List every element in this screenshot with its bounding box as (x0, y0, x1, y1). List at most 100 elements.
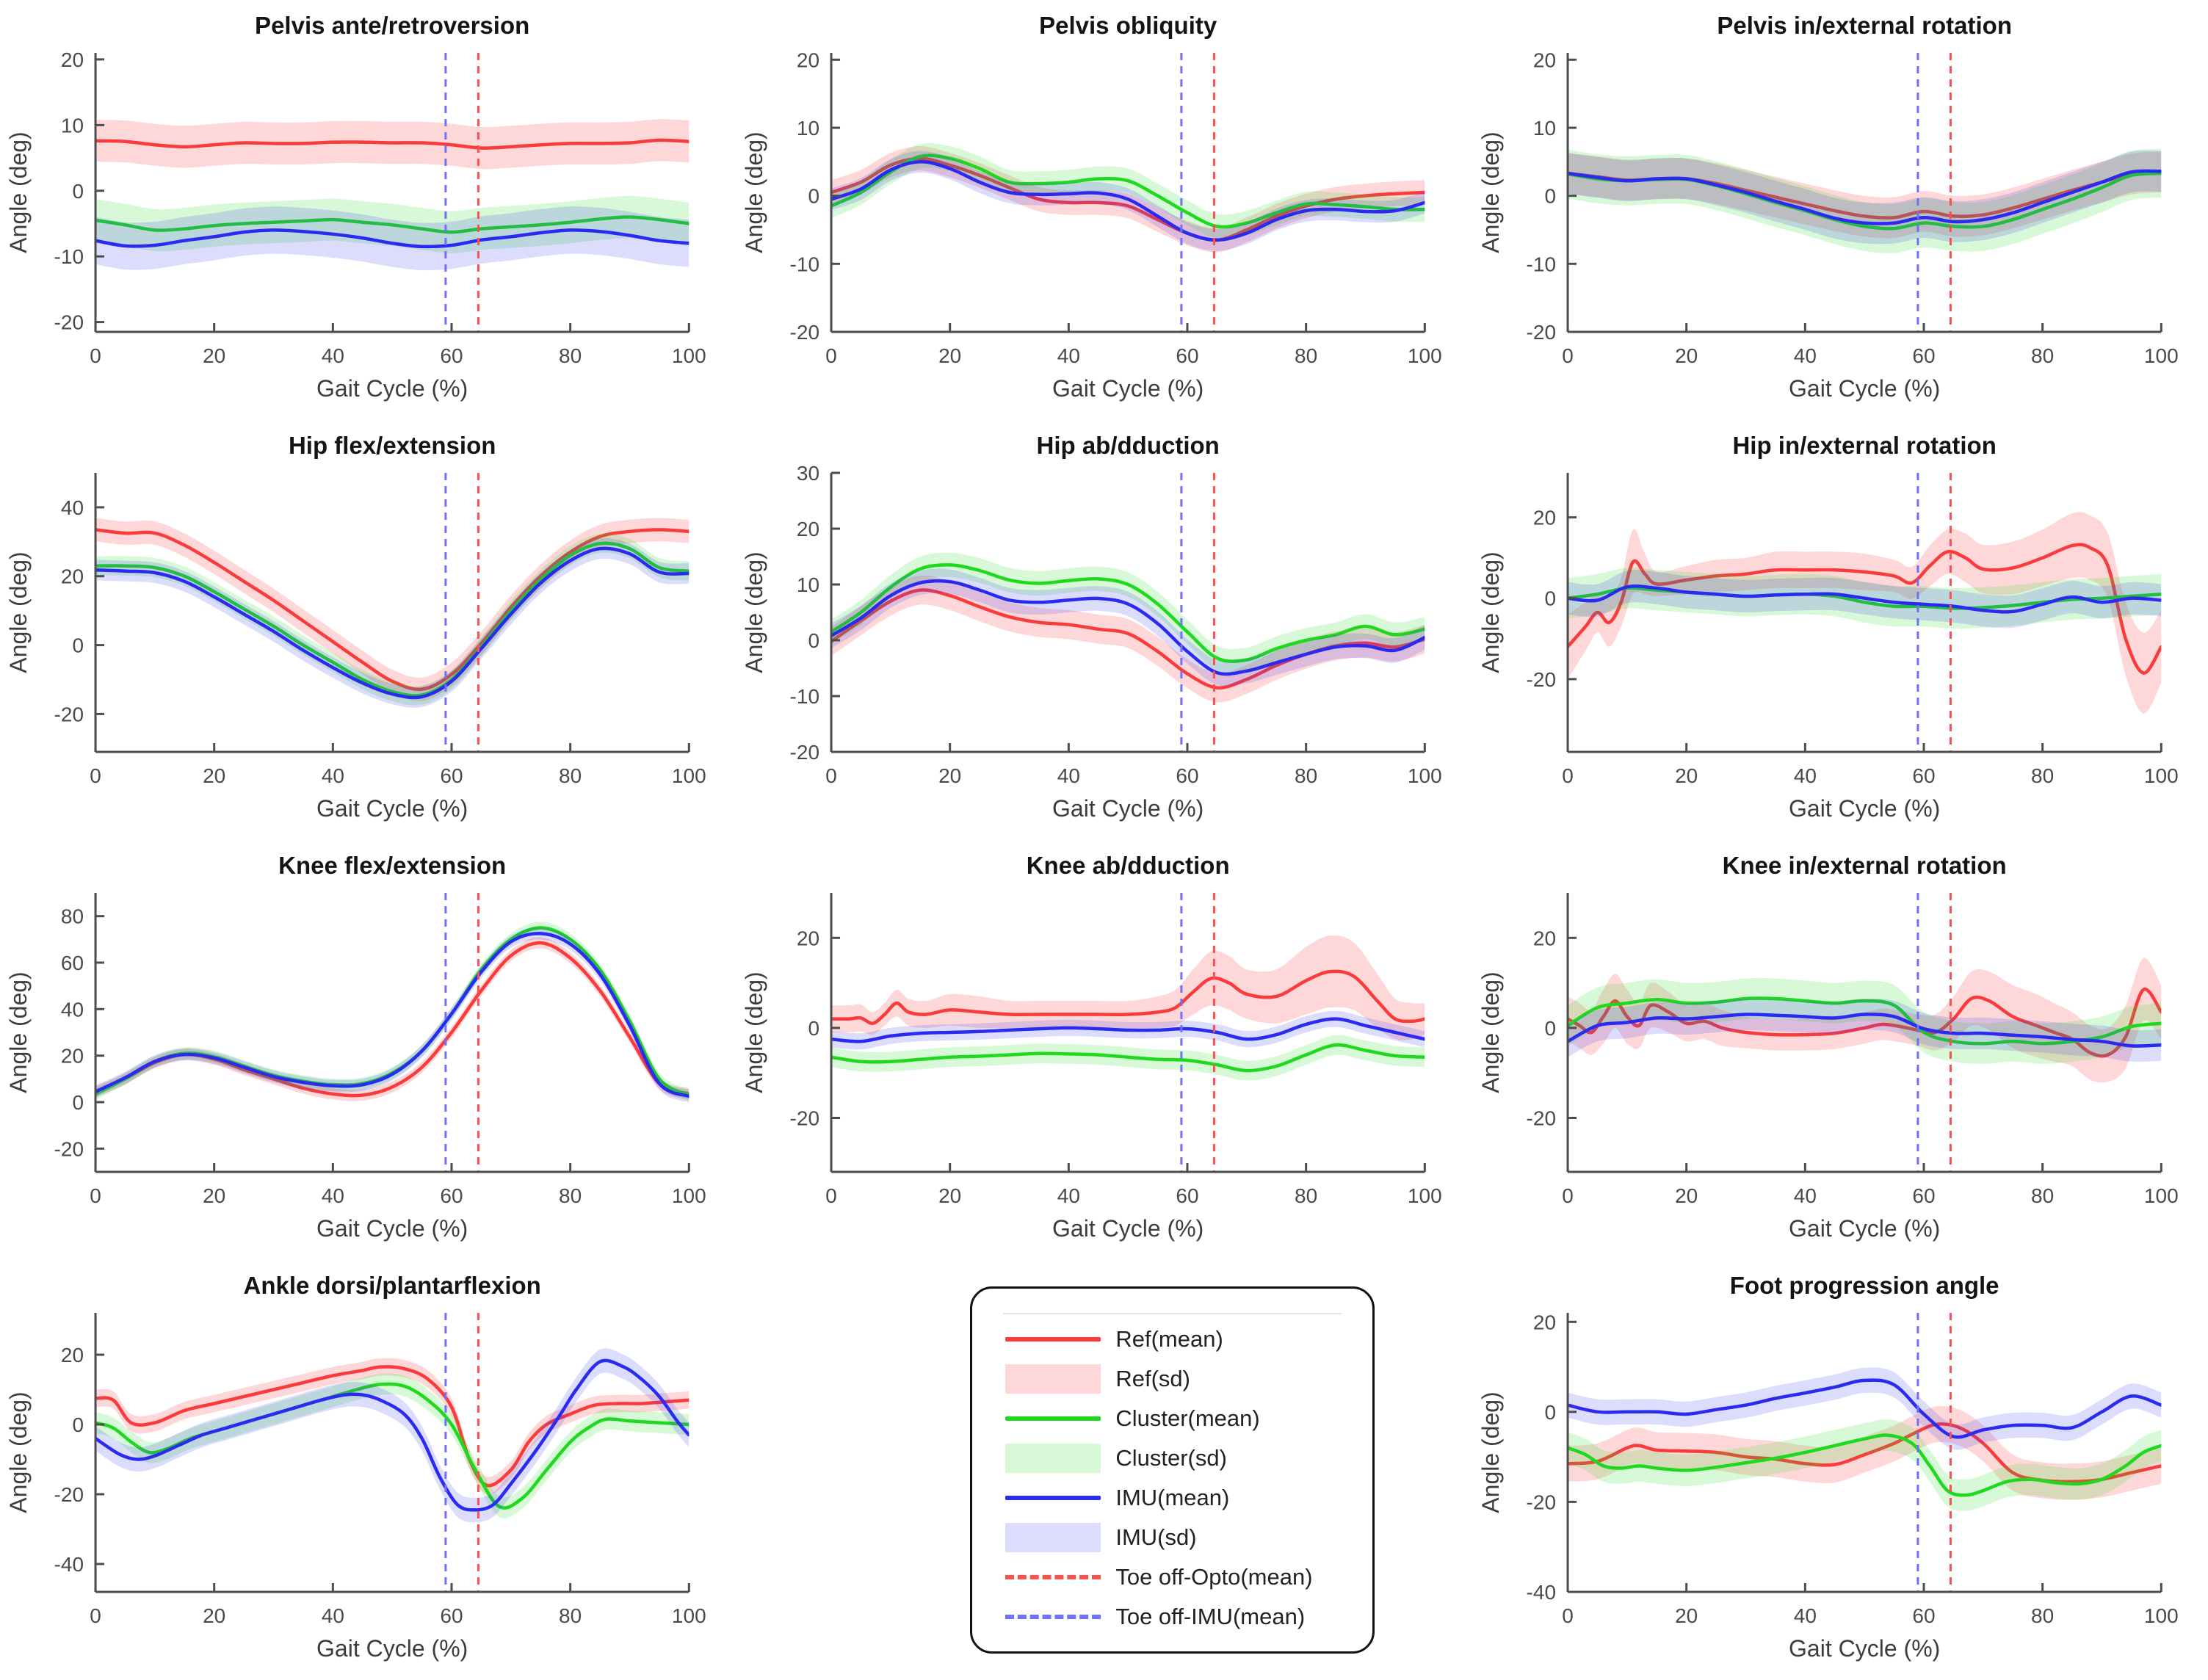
svg-text:20: 20 (938, 764, 961, 787)
chart-knee-flex-extension: -20 0 20 40 60 80 0 20 40 60 80 100 Knee flex/extens… (5, 852, 706, 1242)
svg-text:60: 60 (1912, 1604, 1935, 1627)
svg-text:0: 0 (1544, 185, 1556, 208)
svg-text:60: 60 (440, 1184, 463, 1207)
svg-text:0: 0 (1562, 1604, 1574, 1627)
svg-text:20: 20 (203, 764, 225, 787)
svg-text:100: 100 (672, 1184, 706, 1207)
legend-cell: Ref(mean) Ref(sd) Cluster(mean) Cluster(… (736, 1260, 1472, 1680)
svg-text:0: 0 (72, 1091, 84, 1114)
legend-item-imu-sd: IMU(sd) (972, 1521, 1372, 1554)
svg-text:40: 40 (322, 764, 344, 787)
svg-text:80: 80 (2031, 1184, 2054, 1207)
subplot-pelvis-rotation: -20 -10 0 10 20 0 20 40 60 80 100 Pelvis in/externa… (1472, 0, 2208, 420)
svg-text:80: 80 (1295, 1184, 1317, 1207)
subplot-hip-flex-extension: -20 0 20 40 0 20 40 60 80 100 Hip flex/extension Ga… (0, 420, 736, 840)
svg-text:Angle (deg): Angle (deg) (5, 131, 32, 253)
svg-text:100: 100 (2144, 764, 2179, 787)
svg-text:20: 20 (61, 1344, 84, 1366)
svg-text:0: 0 (1544, 1401, 1556, 1424)
svg-text:0: 0 (1562, 1184, 1574, 1207)
svg-text:0: 0 (90, 1604, 101, 1627)
svg-text:20: 20 (797, 518, 819, 540)
svg-text:20: 20 (61, 1045, 84, 1068)
svg-text:100: 100 (2144, 344, 2179, 367)
svg-text:40: 40 (322, 1604, 344, 1627)
svg-text:Gait Cycle (%): Gait Cycle (%) (316, 375, 468, 402)
toe-off-opto-dash-swatch (1005, 1575, 1101, 1579)
svg-text:0: 0 (1544, 1017, 1556, 1040)
svg-text:Ankle dorsi/plantarflexion: Ankle dorsi/plantarflexion (244, 1272, 541, 1299)
legend-item-label: IMU(mean) (1115, 1485, 1230, 1510)
svg-text:Knee flex/extension: Knee flex/extension (278, 852, 506, 879)
svg-text:10: 10 (61, 114, 84, 137)
svg-text:60: 60 (1912, 764, 1935, 787)
svg-text:Angle (deg): Angle (deg) (5, 551, 32, 673)
svg-text:Angle (deg): Angle (deg) (741, 551, 767, 673)
svg-text:-10: -10 (790, 253, 819, 275)
svg-text:Pelvis in/external rotation: Pelvis in/external rotation (1717, 12, 2012, 39)
svg-text:Gait Cycle (%): Gait Cycle (%) (1052, 795, 1203, 822)
svg-text:Gait Cycle (%): Gait Cycle (%) (1789, 1215, 1940, 1242)
svg-text:20: 20 (1533, 507, 1556, 529)
svg-text:40: 40 (1793, 1604, 1816, 1627)
svg-text:Gait Cycle (%): Gait Cycle (%) (1789, 375, 1940, 402)
svg-text:40: 40 (1793, 344, 1816, 367)
legend-item-cluster-mean: Cluster(mean) (972, 1402, 1372, 1435)
svg-text:20: 20 (203, 1604, 225, 1627)
svg-text:0: 0 (1562, 764, 1574, 787)
svg-text:-20: -20 (1526, 1491, 1555, 1513)
svg-text:-20: -20 (54, 1137, 84, 1160)
subplot-hip-rotation: -20 0 20 0 20 40 60 80 100 Hip in/external rotati… (1472, 420, 2208, 840)
svg-text:20: 20 (797, 48, 819, 71)
svg-text:Gait Cycle (%): Gait Cycle (%) (1052, 1215, 1203, 1242)
svg-text:-40: -40 (1526, 1581, 1555, 1604)
svg-text:-20: -20 (1526, 668, 1555, 691)
svg-text:10: 10 (797, 573, 819, 596)
svg-text:40: 40 (322, 344, 344, 367)
svg-text:40: 40 (1057, 764, 1080, 787)
subplot-knee-abduction: -20 0 20 0 20 40 60 80 100 Knee ab/dduction Gait C… (736, 840, 1472, 1260)
svg-text:20: 20 (1675, 1184, 1698, 1207)
toe-off-imu-dash-swatch (1005, 1615, 1101, 1619)
chart-knee-rotation: -20 0 20 0 20 40 60 80 100 Knee in/external rotat… (1477, 852, 2179, 1242)
svg-text:80: 80 (2031, 1604, 2054, 1627)
legend-item-toe-off-imu: Toe off-IMU(mean) (972, 1600, 1372, 1634)
svg-text:Gait Cycle (%): Gait Cycle (%) (1789, 1635, 1940, 1662)
subplot-ankle-dorsi-plantarflexion: -40 -20 0 20 0 20 40 60 80 100 Ankle dorsi/plantar… (0, 1260, 736, 1680)
svg-text:80: 80 (61, 905, 84, 928)
chart-foot-progression-angle: -40 -20 0 20 0 20 40 60 80 100 Foot progression an… (1477, 1272, 2179, 1662)
svg-text:Hip in/external rotation: Hip in/external rotation (1732, 432, 1996, 459)
chart-pelvis-ante-retroversion: -20 -10 0 10 20 0 20 40 60 80 100 Pelvis ante/retro… (5, 12, 706, 402)
svg-text:100: 100 (1408, 764, 1442, 787)
svg-text:60: 60 (1912, 344, 1935, 367)
svg-text:80: 80 (2031, 344, 2054, 367)
svg-text:100: 100 (1408, 1184, 1442, 1207)
svg-text:40: 40 (61, 998, 84, 1021)
svg-text:0: 0 (826, 344, 838, 367)
svg-text:0: 0 (808, 1017, 820, 1040)
svg-text:0: 0 (1562, 344, 1574, 367)
svg-text:80: 80 (1295, 764, 1317, 787)
svg-text:100: 100 (1408, 344, 1442, 367)
legend-rows: Ref(mean) Ref(sd) Cluster(mean) Cluster(… (972, 1322, 1372, 1634)
svg-text:20: 20 (797, 927, 819, 949)
svg-text:Angle (deg): Angle (deg) (1477, 131, 1504, 253)
svg-text:0: 0 (90, 1184, 101, 1207)
svg-text:80: 80 (1295, 344, 1317, 367)
svg-text:Hip flex/extension: Hip flex/extension (289, 432, 496, 459)
svg-text:0: 0 (808, 629, 820, 652)
svg-text:Gait Cycle (%): Gait Cycle (%) (1789, 795, 1940, 822)
ref-mean-line-swatch (1005, 1337, 1101, 1342)
chart-ankle-dorsi-plantarflexion: -40 -20 0 20 0 20 40 60 80 100 Ankle dorsi/plantar… (5, 1272, 706, 1662)
svg-text:20: 20 (61, 565, 84, 588)
subplot-hip-abduction: -20 -10 0 10 20 30 0 20 40 60 80 100 Hip ab/dduction… (736, 420, 1472, 840)
svg-text:60: 60 (440, 1604, 463, 1627)
legend-item-cluster-sd: Cluster(sd) (972, 1441, 1372, 1475)
svg-text:Gait Cycle (%): Gait Cycle (%) (316, 795, 468, 822)
svg-text:Knee in/external rotation: Knee in/external rotation (1722, 852, 2006, 879)
cluster-mean-line-swatch (1005, 1416, 1101, 1421)
svg-text:60: 60 (440, 344, 463, 367)
chart-hip-rotation: -20 0 20 0 20 40 60 80 100 Hip in/external rotati… (1477, 432, 2179, 822)
svg-text:20: 20 (938, 344, 961, 367)
svg-text:Angle (deg): Angle (deg) (741, 971, 767, 1093)
